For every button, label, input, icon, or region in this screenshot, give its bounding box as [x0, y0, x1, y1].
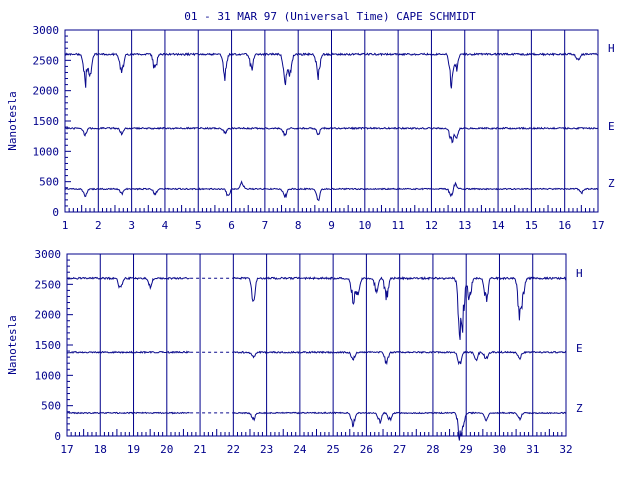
x-tick-label: 31: [526, 443, 539, 456]
y-tick-label: 1500: [33, 115, 60, 128]
y-tick-label: 1500: [35, 339, 62, 352]
x-tick-label: 10: [358, 219, 371, 232]
x-tick-label: 4: [162, 219, 169, 232]
component-label-Z: Z: [608, 177, 615, 190]
x-tick-label: 28: [426, 443, 439, 456]
component-label-H: H: [576, 267, 583, 280]
x-tick-label: 26: [360, 443, 373, 456]
x-tick-label: 15: [525, 219, 538, 232]
y-tick-label: 2000: [33, 85, 60, 98]
panel-bottom: Nanotesla H E Z 17 18 19 20 21 22 23 24 25 26 27 28…: [6, 248, 583, 456]
x-tick-label: 21: [193, 443, 206, 456]
x-tick-label: 9: [328, 219, 335, 232]
x-tick-label: 25: [327, 443, 340, 456]
x-tick-label: 22: [227, 443, 240, 456]
y-axis-label: Nanotesla: [6, 315, 19, 375]
panel-top: Nanotesla H E Z 1 2 3 4 5 6 7 8 9 10 11 12 13 14 15 16 1…: [6, 24, 615, 232]
y-tick-label: 0: [52, 206, 59, 219]
x-tick-label: 13: [458, 219, 471, 232]
y-axis-label: Nanotesla: [6, 91, 19, 151]
x-tick-label: 14: [491, 219, 505, 232]
x-tick-label: 1: [62, 219, 69, 232]
x-tick-label: 27: [393, 443, 406, 456]
y-tick-label: 3000: [35, 248, 62, 261]
y-tick-label: 0: [54, 430, 61, 443]
x-tick-label: 19: [127, 443, 140, 456]
x-tick-label: 23: [260, 443, 273, 456]
x-tick-label: 2: [95, 219, 102, 232]
y-tick-label: 2000: [35, 309, 62, 322]
y-tick-label: 2500: [33, 54, 60, 67]
component-label-E: E: [608, 120, 615, 133]
x-tick-label: 5: [195, 219, 202, 232]
x-tick-label: 3: [128, 219, 135, 232]
trace-H: [64, 52, 599, 89]
x-tick-label: 6: [228, 219, 235, 232]
y-tick-label: 2500: [35, 278, 62, 291]
component-label-Z: Z: [576, 402, 583, 415]
y-tick-label: 500: [39, 176, 59, 189]
x-tick-label: 30: [493, 443, 506, 456]
x-tick-label: 24: [293, 443, 307, 456]
x-tick-label: 18: [94, 443, 107, 456]
x-tick-label: 8: [295, 219, 302, 232]
chart-title: 01 - 31 MAR 97 (Universal Time) CAPE SCH…: [184, 10, 476, 23]
y-tick-label: 500: [41, 400, 61, 413]
panel-frame: [66, 253, 567, 437]
component-label-H: H: [608, 42, 615, 55]
y-tick-label: 3000: [33, 24, 60, 37]
x-tick-label: 17: [591, 219, 604, 232]
x-tick-label: 20: [160, 443, 173, 456]
trace-Z: [66, 411, 567, 441]
x-tick-label: 17: [60, 443, 73, 456]
component-label-E: E: [576, 342, 583, 355]
trace-Z: [64, 180, 599, 202]
x-tick-label: 12: [425, 219, 438, 232]
trace-H: [66, 276, 567, 340]
x-tick-label: 11: [392, 219, 405, 232]
x-tick-label: 7: [262, 219, 269, 232]
x-tick-label: 32: [559, 443, 572, 456]
x-tick-label: 29: [460, 443, 473, 456]
y-tick-label: 1000: [35, 369, 62, 382]
x-tick-label: 16: [558, 219, 571, 232]
y-tick-label: 1000: [33, 145, 60, 158]
trace-E: [64, 126, 599, 144]
trace-E: [66, 350, 567, 366]
